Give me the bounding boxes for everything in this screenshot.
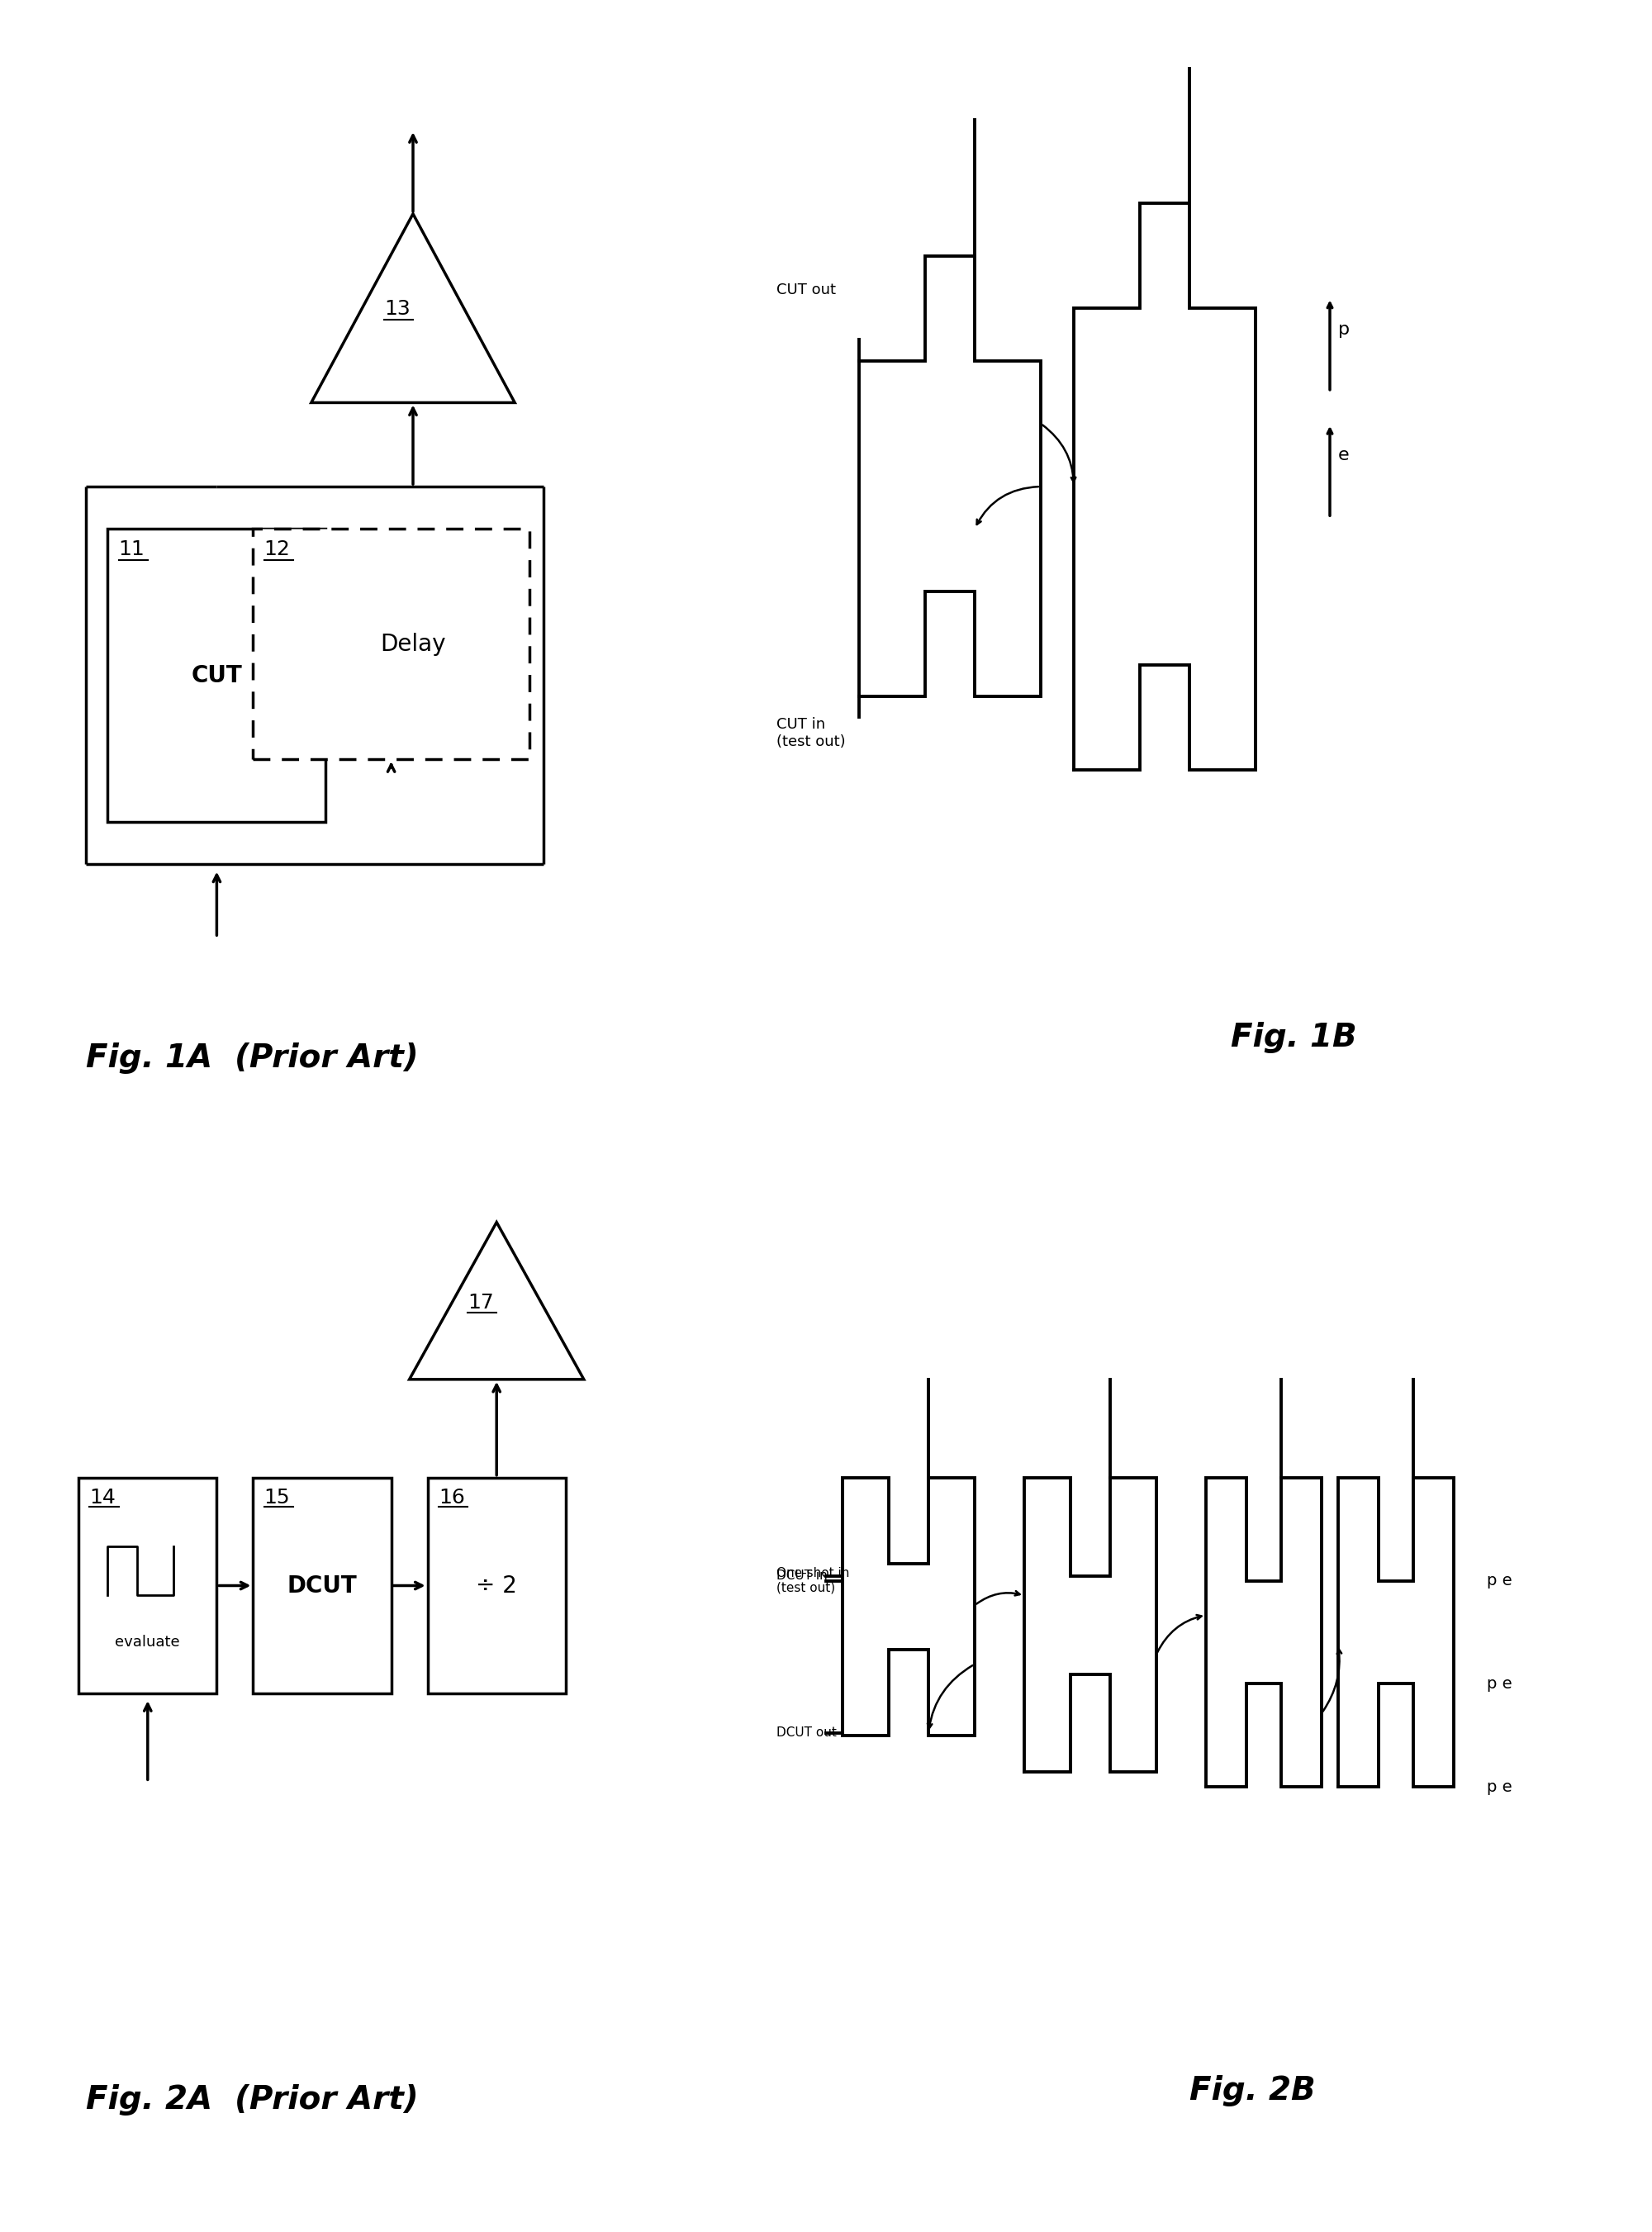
Text: 15: 15 — [264, 1487, 291, 1507]
Text: CUT: CUT — [192, 663, 243, 687]
Bar — [79, 1478, 216, 1694]
Text: 13: 13 — [383, 299, 410, 319]
Text: Delay: Delay — [380, 632, 446, 656]
Text: p e: p e — [1487, 1574, 1512, 1589]
Text: One-shot in
(test out): One-shot in (test out) — [776, 1567, 849, 1594]
Text: 14: 14 — [89, 1487, 116, 1507]
Text: 16: 16 — [438, 1487, 464, 1507]
Text: DCUT out: DCUT out — [776, 1728, 836, 1739]
Text: p e: p e — [1487, 1779, 1512, 1795]
Text: 17: 17 — [468, 1292, 494, 1312]
Text: Fig. 1A  (Prior Art): Fig. 1A (Prior Art) — [86, 1042, 418, 1074]
Text: p: p — [1338, 321, 1350, 337]
Text: e: e — [1338, 446, 1350, 464]
Text: ÷ 2: ÷ 2 — [476, 1574, 517, 1598]
Bar — [253, 529, 529, 759]
Bar — [428, 1478, 565, 1694]
Text: evaluate: evaluate — [116, 1634, 180, 1649]
Text: DCUT in: DCUT in — [776, 1569, 828, 1582]
Bar — [107, 529, 325, 821]
Text: Fig. 1B: Fig. 1B — [1231, 1022, 1356, 1054]
Text: 11: 11 — [119, 540, 145, 558]
Text: CUT out: CUT out — [776, 283, 836, 297]
Bar — [253, 1478, 392, 1694]
Text: CUT in
(test out): CUT in (test out) — [776, 716, 846, 750]
Text: p e: p e — [1487, 1676, 1512, 1692]
Text: 12: 12 — [264, 540, 291, 558]
Text: Fig. 2A  (Prior Art): Fig. 2A (Prior Art) — [86, 2085, 418, 2116]
Text: DCUT: DCUT — [287, 1574, 357, 1598]
Text: Fig. 2B: Fig. 2B — [1189, 2076, 1315, 2107]
